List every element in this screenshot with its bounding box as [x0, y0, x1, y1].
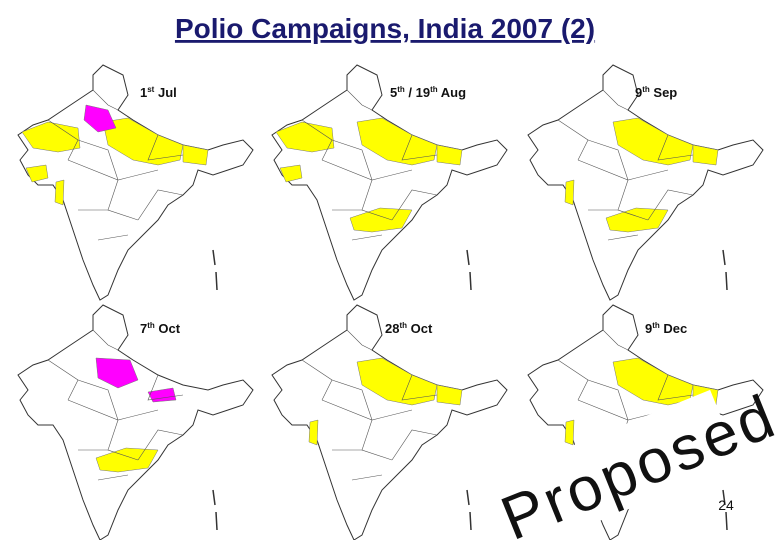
- map-label: 28th Oct: [385, 321, 433, 336]
- state-border: [97, 474, 129, 481]
- campaign-region: [54, 179, 65, 206]
- state-border: [346, 329, 373, 351]
- islands: [722, 489, 728, 531]
- label-text: 5: [390, 85, 397, 100]
- state-border: [331, 379, 373, 421]
- campaign-region: [95, 447, 159, 473]
- state-border: [137, 429, 184, 461]
- state-border: [92, 329, 119, 351]
- map-label: 5th / 19th Aug: [390, 85, 466, 100]
- campaign-region: [21, 121, 81, 153]
- title: Polio Campaigns, India 2007 (2): [175, 13, 595, 44]
- label-text: 28: [385, 321, 399, 336]
- map-label: 9th Dec: [645, 321, 687, 336]
- state-border: [351, 474, 383, 481]
- campaign-region: [102, 117, 184, 166]
- campaign-region: [308, 419, 319, 446]
- state-border: [391, 189, 438, 221]
- state-border: [647, 189, 694, 221]
- label-suffix: th: [430, 85, 438, 94]
- india-map: [271, 64, 508, 301]
- label-suffix: st: [147, 85, 154, 94]
- india-map: [17, 304, 254, 540]
- islands: [212, 489, 218, 531]
- state-border: [97, 234, 129, 241]
- state-border: [401, 134, 438, 161]
- campaign-region: [605, 207, 669, 233]
- state-border: [401, 374, 438, 401]
- state-border: [657, 374, 694, 401]
- state-border: [657, 134, 694, 161]
- campaign-region: [692, 144, 719, 166]
- state-border: [77, 379, 119, 421]
- india-map: [17, 64, 254, 301]
- campaign-region: [612, 117, 694, 166]
- campaign-region: [83, 104, 117, 133]
- label-text: Oct: [155, 321, 181, 336]
- state-border: [587, 139, 629, 181]
- state-border: [77, 139, 119, 181]
- map-label: 9th Sep: [635, 85, 677, 100]
- state-border: [137, 189, 184, 221]
- islands: [722, 249, 728, 291]
- islands: [466, 489, 472, 531]
- stamp-box: [538, 389, 741, 534]
- label-text: Dec: [660, 321, 687, 336]
- label-text: Oct: [407, 321, 433, 336]
- label-text: Jul: [154, 85, 176, 100]
- label-text: / 19: [405, 85, 430, 100]
- state-border: [147, 374, 184, 401]
- islands: [212, 249, 218, 291]
- map-label: 1st Jul: [140, 85, 177, 100]
- state-border: [602, 89, 629, 111]
- state-border: [331, 139, 373, 181]
- campaign-region: [275, 121, 335, 153]
- campaign-region: [564, 179, 575, 206]
- state-border: [92, 89, 119, 111]
- campaign-region: [564, 419, 575, 446]
- label-text: 1: [140, 85, 147, 100]
- state-border: [351, 234, 383, 241]
- campaign-region: [279, 164, 303, 183]
- state-border: [391, 429, 438, 461]
- label-text: 9: [635, 85, 642, 100]
- label-text: Sep: [650, 85, 678, 100]
- label-suffix: th: [642, 85, 650, 94]
- state-border: [602, 329, 629, 351]
- campaign-region: [356, 117, 438, 166]
- page-number: 24: [718, 497, 734, 513]
- map-label: 7th Oct: [140, 321, 181, 336]
- label-suffix: th: [397, 85, 405, 94]
- campaign-region: [356, 357, 438, 406]
- campaign-region: [182, 144, 209, 166]
- label-suffix: th: [147, 321, 155, 330]
- india-map: [527, 64, 764, 301]
- country-outline: [17, 304, 254, 540]
- state-border: [587, 379, 629, 421]
- campaign-region: [436, 144, 463, 166]
- label-suffix: th: [652, 321, 660, 330]
- campaign-region: [95, 357, 139, 389]
- label-text: 7: [140, 321, 147, 336]
- campaign-region: [436, 384, 463, 406]
- campaign-region: [349, 207, 413, 233]
- state-border: [607, 234, 639, 241]
- campaign-region: [147, 387, 177, 403]
- label-text: Aug: [438, 85, 466, 100]
- state-border: [147, 134, 184, 161]
- label-suffix: th: [399, 321, 407, 330]
- islands: [466, 249, 472, 291]
- label-text: 9: [645, 321, 652, 336]
- india-map: [271, 304, 508, 540]
- state-border: [346, 89, 373, 111]
- campaign-region: [25, 164, 49, 183]
